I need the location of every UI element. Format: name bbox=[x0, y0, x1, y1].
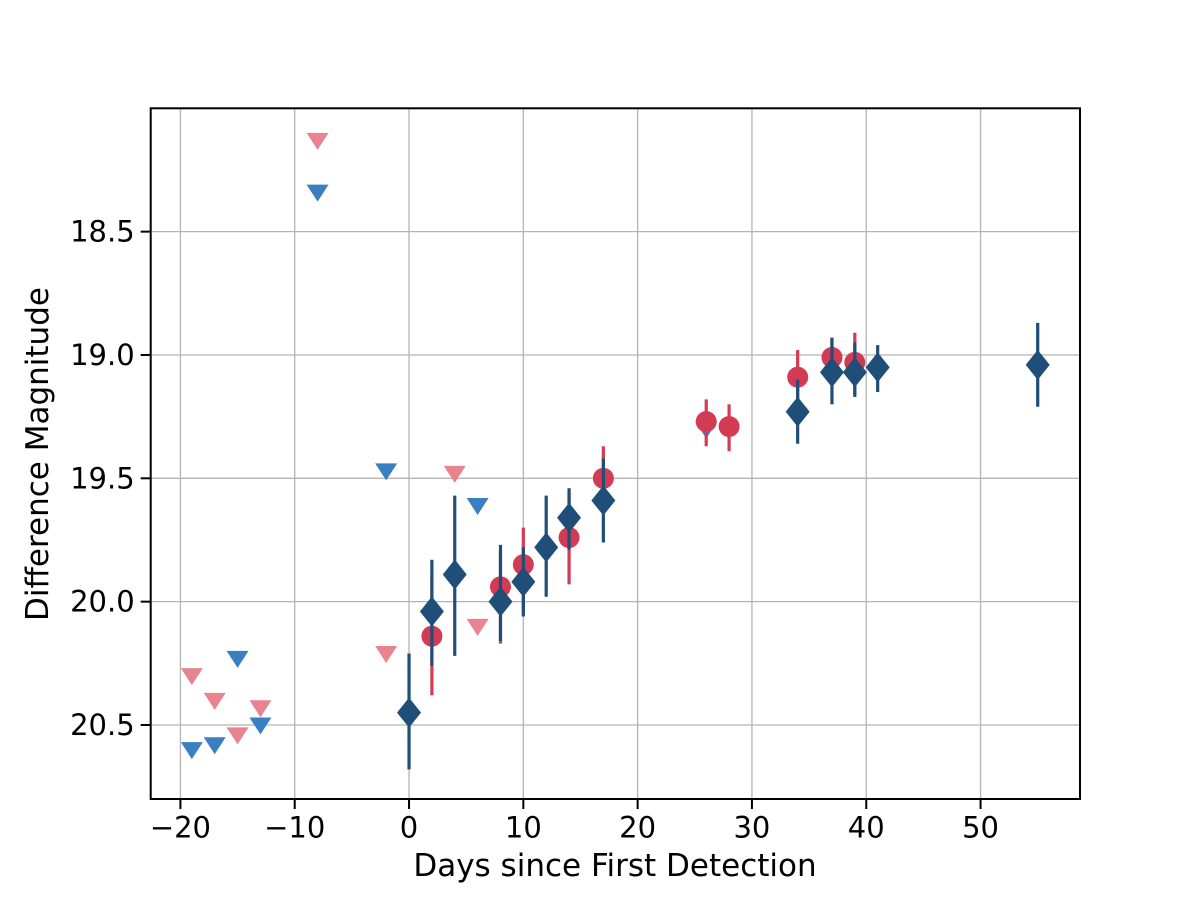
data-point-circle bbox=[718, 416, 740, 438]
y-tick-label: 18.5 bbox=[70, 215, 135, 249]
upper-limit-triangle bbox=[466, 618, 489, 636]
data-point-diamond bbox=[842, 357, 867, 388]
x-tick-label: 0 bbox=[400, 811, 418, 845]
axes-layer bbox=[149, 107, 1081, 801]
data-point-diamond bbox=[591, 485, 616, 516]
data-point-diamond bbox=[442, 559, 467, 590]
x-tick-label: 10 bbox=[505, 811, 542, 845]
x-tick-label: 40 bbox=[848, 811, 885, 845]
upper-limit-triangle bbox=[226, 727, 249, 745]
upper-limit-triangle bbox=[306, 184, 329, 202]
series-layer bbox=[180, 132, 1050, 770]
data-point-circle bbox=[695, 411, 717, 433]
x-tick-label: −20 bbox=[150, 811, 211, 845]
data-point-diamond bbox=[511, 566, 536, 597]
upper-limit-triangle bbox=[443, 465, 466, 483]
upper-limit-triangle bbox=[306, 132, 329, 150]
data-point-diamond bbox=[397, 697, 422, 728]
upper-limit-triangle bbox=[226, 650, 249, 668]
data-point-diamond bbox=[534, 532, 559, 563]
data-point-circle bbox=[787, 366, 809, 388]
y-tick-label: 19.0 bbox=[70, 338, 135, 372]
axes-spines bbox=[149, 107, 1081, 801]
x-tick-label: 50 bbox=[962, 811, 999, 845]
y-tick-label: 20.5 bbox=[70, 708, 135, 742]
y-tick-label: 19.5 bbox=[70, 461, 135, 495]
upper-limit-triangle bbox=[203, 737, 226, 755]
upper-limit-triangle bbox=[180, 742, 203, 760]
data-point-diamond bbox=[865, 352, 890, 383]
data-point-diamond bbox=[488, 586, 513, 617]
upper-limit-triangle bbox=[249, 700, 272, 718]
x-axis-label: Days since First Detection bbox=[413, 848, 816, 884]
tick-layer: −20 −10 0 10 20 30 40 50 18.5 19.0 19.5 20.0 20.5 bbox=[70, 215, 999, 845]
data-point-diamond bbox=[419, 596, 444, 627]
upper-limit-triangle bbox=[249, 717, 272, 735]
data-point-diamond bbox=[819, 357, 844, 388]
data-point-diamond bbox=[557, 502, 582, 533]
x-tick-label: 20 bbox=[619, 811, 656, 845]
upper-limit-triangle bbox=[375, 463, 398, 481]
upper-limit-triangle bbox=[375, 645, 398, 663]
upper-limit-triangle bbox=[180, 668, 203, 686]
series-blue-detections bbox=[397, 322, 1050, 770]
data-point-diamond bbox=[785, 396, 810, 427]
y-tick-label: 20.0 bbox=[70, 585, 135, 619]
series-pink-upper-limits bbox=[180, 132, 489, 745]
upper-limit-triangle bbox=[466, 497, 489, 515]
grid-layer bbox=[150, 108, 1080, 799]
x-tick-label: 30 bbox=[733, 811, 770, 845]
y-axis-label: Difference Magnitude bbox=[20, 287, 56, 621]
upper-limit-triangle bbox=[203, 692, 226, 710]
x-tick-label: −10 bbox=[264, 811, 325, 845]
data-point-diamond bbox=[1025, 349, 1050, 380]
